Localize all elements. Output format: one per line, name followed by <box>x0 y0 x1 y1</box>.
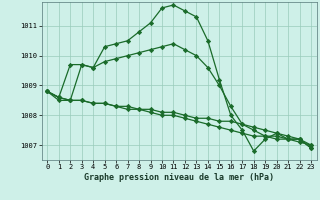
X-axis label: Graphe pression niveau de la mer (hPa): Graphe pression niveau de la mer (hPa) <box>84 173 274 182</box>
